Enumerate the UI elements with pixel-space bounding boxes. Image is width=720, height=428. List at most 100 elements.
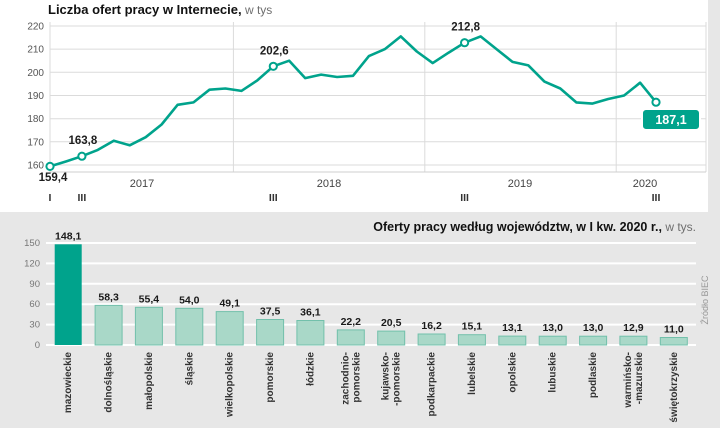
svg-text:190: 190 <box>27 91 44 102</box>
line-year-labels: 2017 2018 2019 2020 <box>130 178 657 190</box>
line-gridlines <box>49 22 707 172</box>
bar-podlaskie <box>579 335 608 346</box>
bar-category-label: mazowieckie <box>63 352 74 414</box>
bar-category-label: zachodnio- <box>340 352 351 405</box>
svg-text:210: 210 <box>27 45 44 56</box>
point-value-label: 163,8 <box>69 135 98 147</box>
svg-text:2020: 2020 <box>633 178 657 190</box>
bar-y-tick-labels: 150 120 90 60 30 0 <box>24 238 40 351</box>
bar-value-label: 148,1 <box>55 230 81 242</box>
bar-chart: 150 120 90 60 30 0 148,1 58,3 55,4 54,0 49,1 37,5 36… <box>24 230 710 423</box>
bar-category-label: warmińsko- <box>623 352 634 409</box>
bar-małopolskie <box>134 306 163 346</box>
bar-category-label: podkarpackie <box>427 352 438 417</box>
bar-category-label: opolskie <box>507 352 518 393</box>
bar-value-label: 13,1 <box>502 322 523 334</box>
bar-value-label: 37,5 <box>260 306 281 318</box>
svg-text:III: III <box>269 192 278 204</box>
bar-chart-title-main: Oferty pracy według województw, w I kw. … <box>373 220 662 234</box>
bar-podkarpackie <box>417 333 446 346</box>
line-y-tick-labels: 220 210 200 190 180 170 160 <box>27 22 44 172</box>
svg-text:150: 150 <box>24 238 40 249</box>
svg-text:120: 120 <box>24 258 40 269</box>
bar-mazowieckie <box>54 244 82 345</box>
svg-text:2017: 2017 <box>130 178 154 190</box>
svg-text:90: 90 <box>29 279 40 290</box>
svg-text:220: 220 <box>27 22 44 33</box>
svg-text:III: III <box>460 192 469 204</box>
bar-category-label: wielkopolskie <box>225 352 236 418</box>
bar-dolnośląskie <box>94 304 123 346</box>
bar-chart-title-unit: w tys. <box>661 220 696 234</box>
latest-value-badge <box>641 108 701 131</box>
bar-opolskie <box>498 335 527 346</box>
svg-text:III: III <box>78 192 87 204</box>
bar-value-label: 15,1 <box>462 321 483 333</box>
line-chart-title-unit: w tys <box>241 3 273 17</box>
line-markers <box>45 38 661 171</box>
bar-value-label: 22,2 <box>341 316 362 328</box>
bar-category-label: małopolskie <box>144 352 155 410</box>
bar-wielkopolskie <box>215 311 244 346</box>
line-chart-panel: Liczba ofert pracy w Internecie, w tys 2… <box>0 0 708 212</box>
bar-category-label: pomorskie <box>351 352 362 403</box>
bar-świętokrzyskie <box>659 337 688 346</box>
svg-text:2019: 2019 <box>508 178 532 190</box>
bar-value-label: 13,0 <box>542 322 563 334</box>
bar-category-label: dolnośląskie <box>104 352 115 413</box>
bar-value-label: 54,0 <box>179 294 200 306</box>
bar-category-label: -pomorskie <box>392 352 403 406</box>
bar-category-label: podlaskie <box>588 352 599 399</box>
point-value-label: 212,8 <box>451 22 480 34</box>
data-point-marker <box>268 61 278 71</box>
line-chart-title-main: Liczba ofert pracy w Internecie, <box>48 2 242 17</box>
line-quarter-ticks: I III III III III <box>49 192 661 204</box>
bar-category-label: łódzkie <box>305 352 316 386</box>
bar-category-label: lubuskie <box>548 352 559 393</box>
point-value-label: 159,4 <box>39 172 68 184</box>
bar-category-label: świętokrzyskie <box>669 352 680 423</box>
svg-text:170: 170 <box>27 137 44 148</box>
bar-category-label: -mazurskie <box>634 352 645 405</box>
bar-śląskie <box>175 307 204 346</box>
bar-warmińsko--mazurskie <box>619 335 648 346</box>
bar-łódzkie <box>296 320 325 346</box>
bar-value-labels: 148,1 58,3 55,4 54,0 49,1 37,5 36,1 22,2 20,5 16,… <box>55 230 684 335</box>
bar-value-label: 36,1 <box>300 307 321 319</box>
bar-category-label: kujawsko- <box>381 352 392 400</box>
svg-text:160: 160 <box>27 161 44 172</box>
svg-text:III: III <box>652 192 661 204</box>
bar-value-label: 49,1 <box>219 298 240 310</box>
source-label: Źródło BIEC <box>700 275 710 325</box>
data-point-marker <box>45 161 55 171</box>
data-point-marker <box>77 151 87 161</box>
latest-value-label: 187,1 <box>655 113 686 127</box>
bar-value-label: 12,9 <box>623 322 644 334</box>
svg-text:30: 30 <box>29 320 40 331</box>
bars <box>54 244 688 346</box>
svg-text:180: 180 <box>27 114 44 125</box>
data-point-marker <box>460 38 470 48</box>
bar-chart-panel: Oferty pracy według województw, w I kw. … <box>0 212 720 428</box>
bar-category-labels: mazowieckie dolnośląskie małopolskie śląski… <box>63 352 680 423</box>
data-point-marker <box>651 97 661 107</box>
svg-text:60: 60 <box>29 299 40 310</box>
bar-lubuskie <box>538 335 567 346</box>
bar-zachodnio-pomorskie <box>336 329 365 346</box>
point-value-label: 202,6 <box>260 45 289 57</box>
svg-text:0: 0 <box>35 340 40 351</box>
bar-value-label: 11,0 <box>664 324 684 336</box>
line-series <box>48 35 658 168</box>
svg-text:I: I <box>49 192 52 204</box>
bar-value-label: 13,0 <box>583 322 604 334</box>
bar-category-label: lubelskie <box>467 352 478 395</box>
bar-value-label: 58,3 <box>98 291 119 303</box>
bar-chart-title: Oferty pracy według województw, w I kw. … <box>373 220 696 234</box>
svg-text:2018: 2018 <box>317 178 341 190</box>
bar-value-label: 16,2 <box>421 320 442 332</box>
bar-category-label: pomorskie <box>265 352 276 403</box>
bar-value-label: 55,4 <box>139 293 160 305</box>
svg-text:200: 200 <box>27 68 44 79</box>
